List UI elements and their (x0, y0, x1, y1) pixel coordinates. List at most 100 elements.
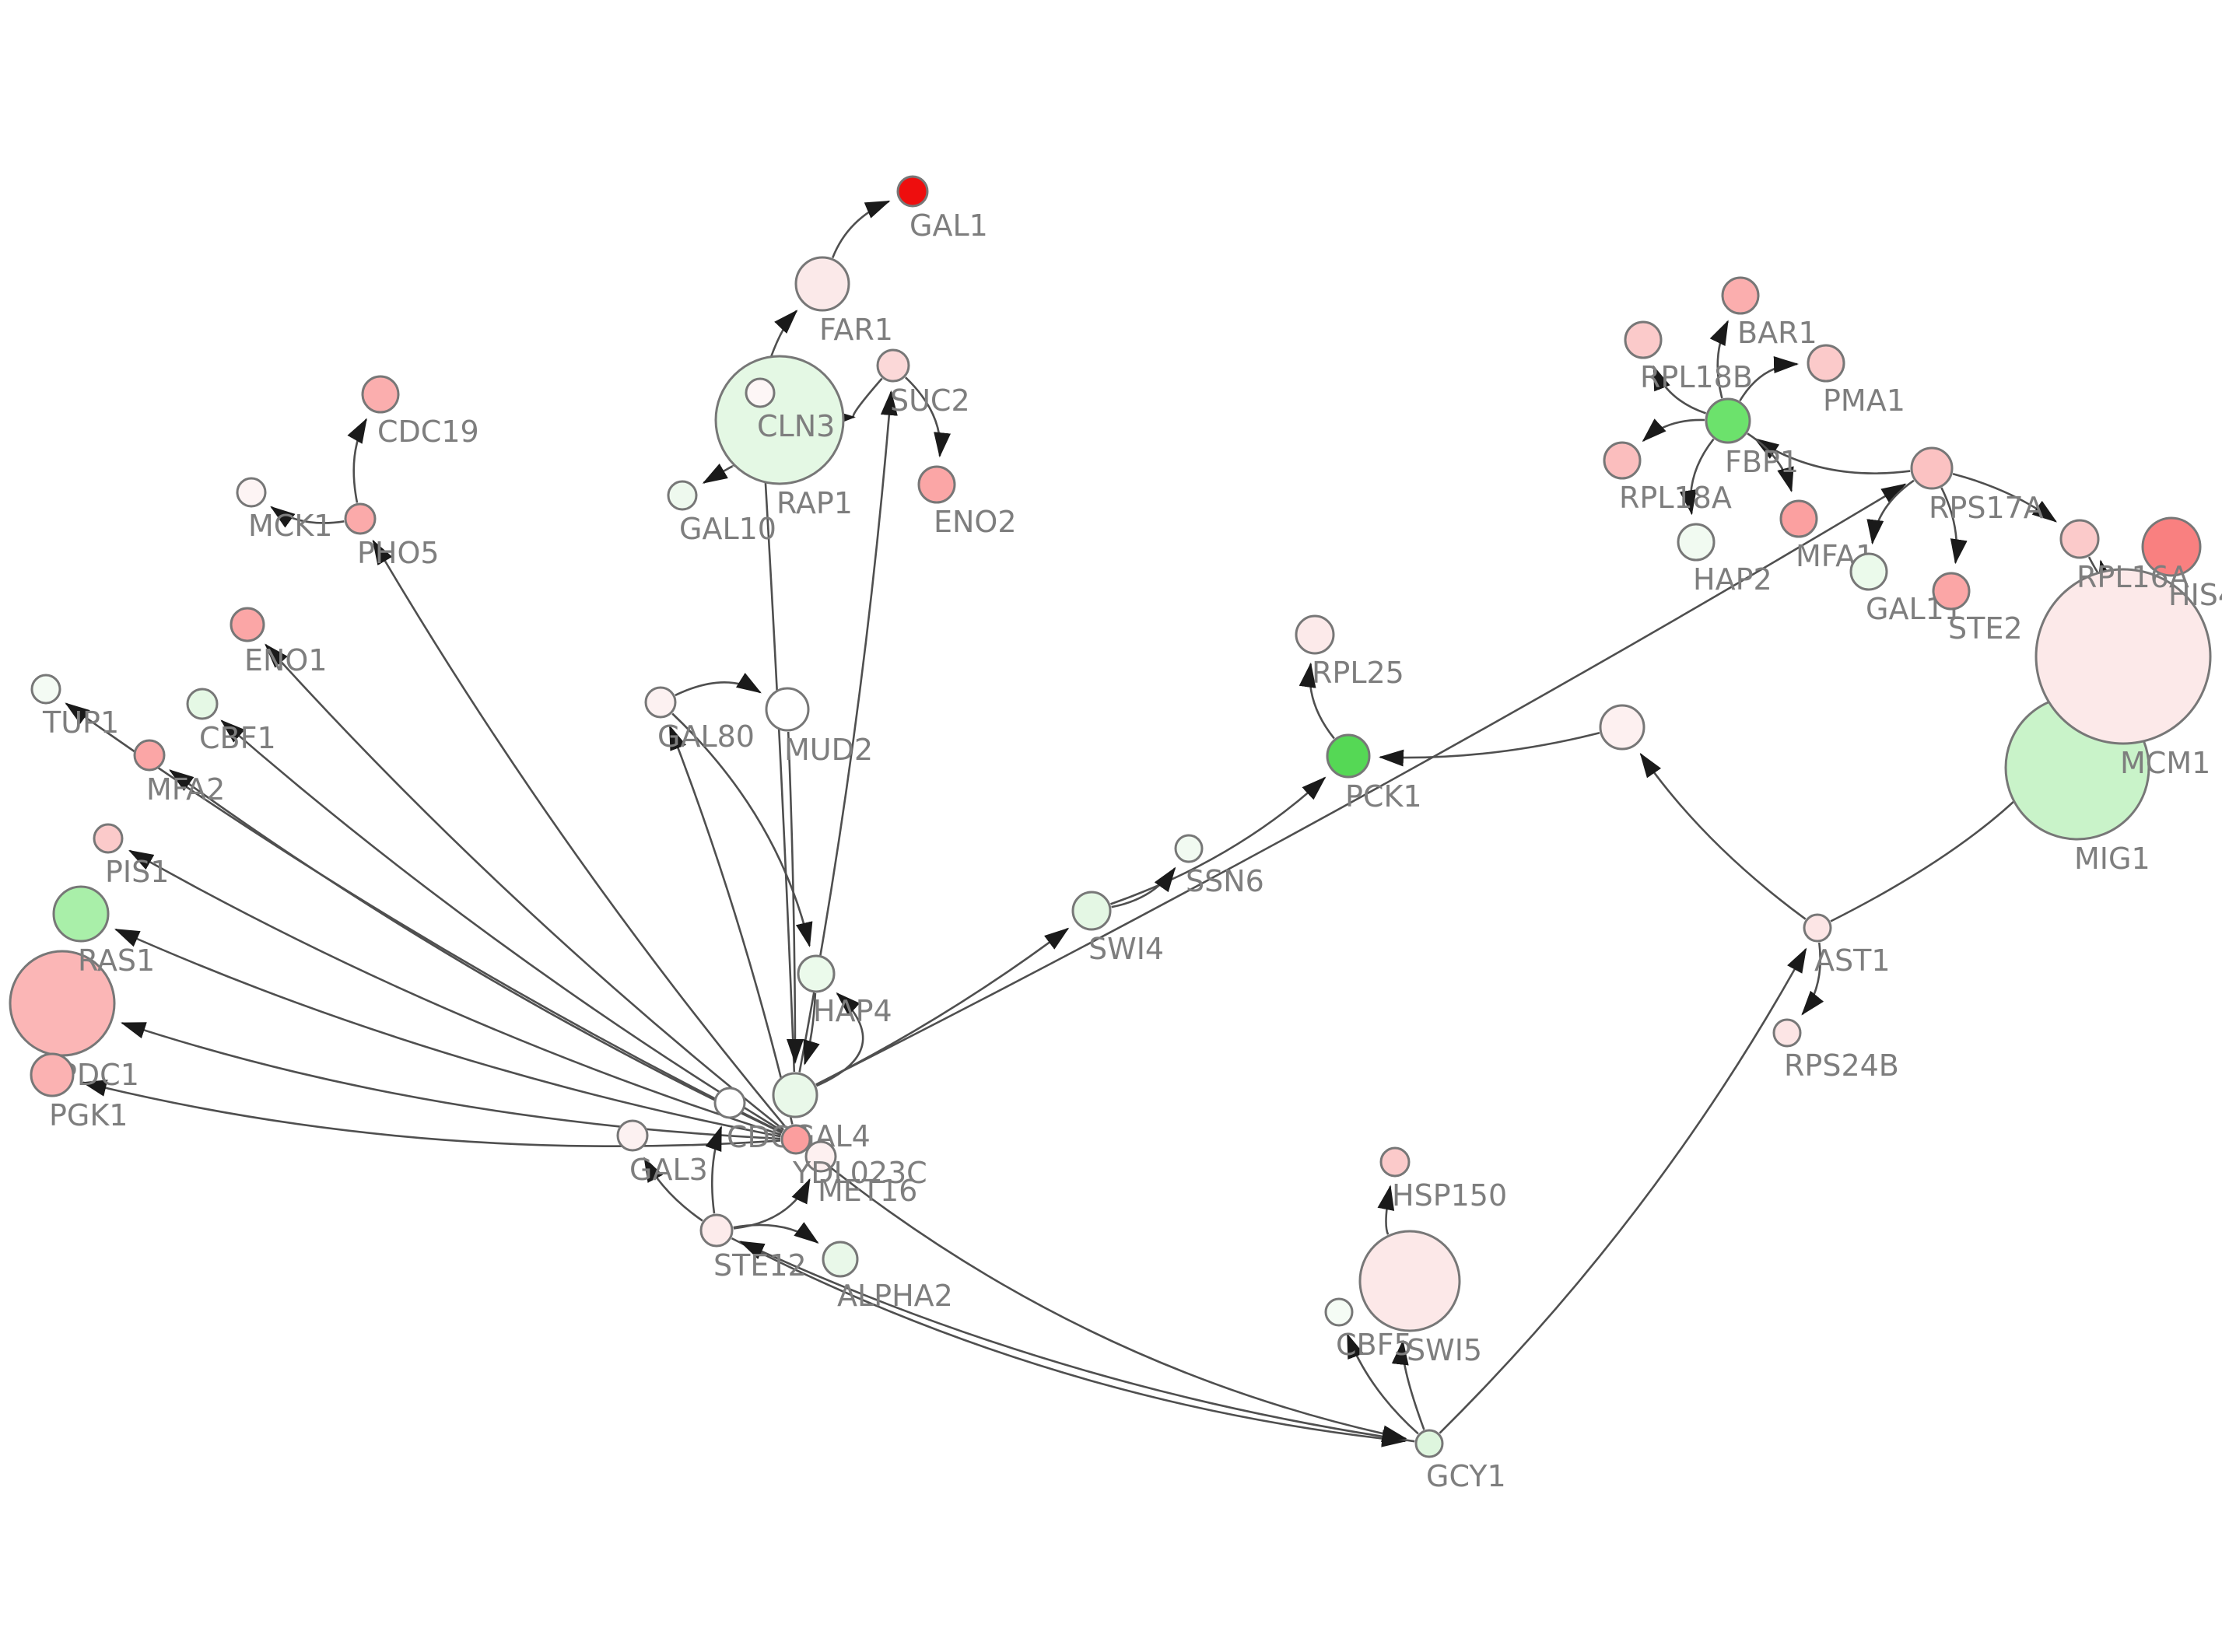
node-label-HAP2: HAP2 (1693, 562, 1772, 597)
node-RPL18B[interactable] (1624, 320, 1663, 359)
node-SWI5[interactable] (1358, 1230, 1461, 1332)
node-TUP1[interactable] (30, 674, 61, 705)
node-group-SWI5: SWI5 (1358, 1230, 1482, 1367)
node-CLN3[interactable] (745, 377, 776, 408)
edge-RPS17A-FBP1 (1754, 438, 1911, 474)
node-STE12[interactable] (699, 1213, 734, 1248)
node-YDL023C[interactable] (780, 1124, 811, 1155)
edge-YDL023C-TUP1 (65, 702, 783, 1134)
edge-GAL4-CLN3 (754, 415, 796, 1073)
node-group-YDL023C: YDL023C (780, 1124, 927, 1190)
node-RAP1[interactable] (714, 355, 845, 485)
edge-GAL4-RPS17A (815, 483, 1907, 1086)
node-MCK1[interactable] (236, 477, 267, 508)
node-label-CBF5: CBF5 (1336, 1328, 1413, 1362)
node-ALPHA2[interactable] (822, 1241, 859, 1278)
node-group-FAR1: FAR1 (794, 256, 893, 347)
node-label-GAL1: GAL1 (909, 208, 988, 243)
node-group-ALPHA2: ALPHA2 (822, 1241, 953, 1313)
edge-GAL4-HAP4 (815, 992, 864, 1087)
node-group-RPS17A: RPS17A (1910, 446, 2044, 525)
edge-AST1-X1 (1639, 752, 1807, 920)
node-SSN6[interactable] (1174, 834, 1204, 863)
node-CBF5[interactable] (1324, 1297, 1354, 1327)
node-group-PDC1: PDC1 (9, 950, 139, 1092)
edge-MUD2-GAL4 (786, 731, 804, 1064)
edge-GCY1-SWI5 (1391, 1339, 1425, 1430)
node-group-MET16: MET16 (804, 1140, 917, 1208)
node-CDC6[interactable] (713, 1087, 746, 1119)
edge-HAP4-GAL4 (803, 992, 820, 1066)
edge-YDL023C-RAS1 (114, 928, 781, 1138)
node-GAL11[interactable] (1849, 552, 1888, 591)
node-group-BAR1: BAR1 (1721, 276, 1817, 350)
node-label-AST1: AST1 (1814, 943, 1891, 978)
node-group-X1 (1599, 704, 1645, 751)
node-PDC1[interactable] (9, 950, 116, 1057)
node-group-GCY1: GCY1 (1414, 1429, 1506, 1493)
node-SWI4[interactable] (1071, 891, 1112, 931)
node-MCM1[interactable] (2034, 568, 2212, 745)
node-label-GAL10: GAL10 (679, 512, 776, 546)
node-GAL4[interactable] (772, 1072, 818, 1118)
edge-STE12-MET16 (733, 1178, 811, 1230)
node-label-HSP150: HSP150 (1392, 1178, 1507, 1213)
node-MUD2[interactable] (765, 687, 810, 732)
node-MFA1[interactable] (1779, 499, 1818, 538)
node-CDC19[interactable] (361, 375, 400, 414)
node-label-PIS1: PIS1 (105, 855, 169, 889)
node-group-PMA1: PMA1 (1807, 344, 1905, 418)
node-FBP1[interactable] (1705, 397, 1751, 444)
node-group-PIS1: PIS1 (93, 823, 169, 889)
node-RPS24B[interactable] (1772, 1018, 1802, 1048)
node-group-HSP150: HSP150 (1379, 1146, 1507, 1213)
edge-YDL023C-PGK1 (81, 1080, 781, 1148)
node-STE2[interactable] (1932, 572, 1971, 611)
node-GCY1[interactable] (1414, 1429, 1444, 1458)
node-RPL18A[interactable] (1603, 441, 1642, 480)
node-group-RPL18B: RPL18B (1624, 320, 1753, 394)
edge-STE12-GCY1 (731, 1237, 1407, 1447)
node-RPL16A[interactable] (2059, 519, 2100, 559)
node-HAP2[interactable] (1677, 523, 1716, 562)
node-RPL25[interactable] (1295, 614, 1335, 655)
edge-layer (65, 200, 2115, 1447)
node-HSP150[interactable] (1379, 1146, 1411, 1178)
node-RPS17A[interactable] (1910, 446, 1954, 490)
node-AST1[interactable] (1803, 913, 1832, 943)
edge-SWI5-HSP150 (1377, 1185, 1395, 1235)
node-HAP4[interactable] (797, 954, 836, 993)
node-label-RPL25: RPL25 (1312, 656, 1404, 690)
edge-FBP1-HAP2 (1679, 438, 1715, 516)
node-label-RPL18A: RPL18A (1619, 481, 1732, 515)
node-PIS1[interactable] (93, 823, 124, 854)
node-GAL3[interactable] (616, 1119, 649, 1152)
node-BAR1[interactable] (1721, 276, 1760, 315)
node-MET16[interactable] (804, 1140, 837, 1173)
edge-YDL023C-MFA2 (169, 769, 783, 1134)
node-PGK1[interactable] (30, 1052, 75, 1097)
node-PMA1[interactable] (1807, 344, 1845, 383)
node-X1[interactable] (1599, 704, 1645, 751)
node-label-PMA1: PMA1 (1823, 383, 1905, 418)
node-SUC2[interactable] (876, 348, 910, 383)
node-GAL10[interactable] (667, 480, 698, 511)
edge-STE12-ALPHA2 (733, 1222, 819, 1244)
node-FAR1[interactable] (794, 256, 850, 312)
node-RAS1[interactable] (52, 885, 110, 943)
edge-PHO5-CDC19 (347, 418, 367, 503)
edge-GAL80-HAP4 (671, 712, 813, 947)
node-GAL1[interactable] (896, 175, 929, 208)
node-PCK1[interactable] (1326, 733, 1371, 779)
node-layer: MIG1MCM1RAP1PDC1SWI5FAR1RAS1HIS4PGK1GAL4… (9, 175, 2222, 1493)
node-HIS4[interactable] (2141, 516, 2202, 577)
node-PHO5[interactable] (344, 502, 377, 535)
node-MFA2[interactable] (133, 739, 166, 772)
node-GAL80[interactable] (644, 686, 677, 719)
node-ENO1[interactable] (230, 607, 265, 642)
edge-FBP1-PMA1 (1739, 356, 1799, 401)
node-ENO2[interactable] (917, 465, 956, 504)
node-CBF1[interactable] (186, 688, 219, 720)
